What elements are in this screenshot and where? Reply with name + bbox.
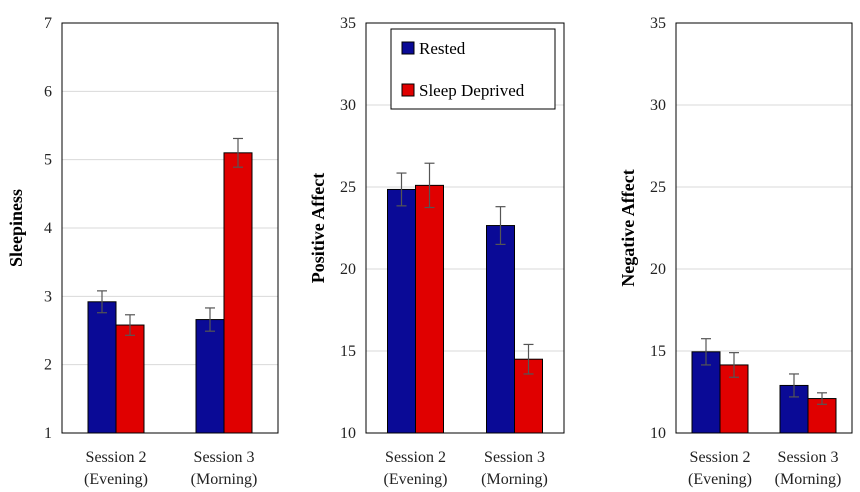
y-tick-label: 5 — [44, 152, 52, 169]
legend-box — [390, 28, 556, 110]
x-category-sublabel: (Evening) — [84, 471, 148, 488]
bar-rested-1 — [387, 188, 416, 434]
y-tick-label: 20 — [650, 261, 666, 278]
error-bar — [424, 162, 435, 209]
x-category-label: Session 2 — [690, 449, 751, 466]
y-tick-label: 30 — [340, 97, 356, 114]
legend-swatch-rested — [401, 41, 415, 55]
y-tick-label: 30 — [650, 97, 666, 114]
x-category-sublabel: (Evening) — [384, 471, 448, 488]
y-tick-label: 25 — [650, 179, 666, 196]
error-bar — [729, 352, 739, 378]
y-tick-label: 2 — [44, 357, 52, 374]
plot-frame — [675, 22, 853, 434]
error-bar — [523, 343, 534, 375]
y-tick-label: 15 — [340, 343, 356, 360]
plot-frame — [61, 22, 279, 434]
error-bar — [205, 307, 215, 332]
y-axis-label: Negative Affect — [618, 169, 638, 286]
x-category-sublabel: (Evening) — [688, 471, 752, 488]
bar-sleep-deprived-2 — [223, 152, 253, 434]
error-bar — [125, 314, 135, 336]
y-tick-label: 3 — [44, 288, 52, 305]
error-bar — [233, 137, 243, 168]
x-category-label: Session 2 — [86, 449, 147, 466]
y-tick-label: 15 — [650, 343, 666, 360]
legend-label-rested: Rested — [419, 39, 466, 58]
error-bar — [789, 373, 799, 398]
bar-rested-2 — [195, 319, 225, 434]
legend-swatch-sleep-deprived — [401, 83, 415, 97]
y-tick-label: 4 — [44, 220, 52, 237]
legend-label-sleep-deprived: Sleep Deprived — [419, 81, 525, 100]
bar-rested-1 — [87, 301, 117, 434]
chart-panel-1: 1 2 3 4 5 6 7 Sleepiness Session 2 (Evening) Sessi… — [6, 15, 279, 488]
error-bar — [701, 338, 711, 366]
x-category-label: Session 3 — [778, 449, 839, 466]
x-category-sublabel: (Morning) — [775, 471, 842, 488]
x-category-label: Session 3 — [194, 449, 255, 466]
error-bar — [817, 392, 827, 405]
y-axis-label: Positive Affect — [308, 173, 328, 283]
y-tick-label: 6 — [44, 83, 52, 100]
error-bar — [495, 206, 506, 245]
chart-panel-3: 10 15 20 25 30 35 Negative Affect Session 2 (Eve… — [618, 15, 853, 488]
chart-panel-2: 10 15 20 25 30 35 Positive Affect Session 2 (Eve… — [308, 15, 565, 488]
bar-sleep-deprived-2 — [807, 398, 837, 434]
bar-sleep-deprived-2 — [514, 358, 543, 434]
y-tick-label: 7 — [44, 15, 52, 32]
error-bar — [396, 172, 407, 207]
y-tick-label: 10 — [340, 425, 356, 442]
y-tick-label: 20 — [340, 261, 356, 278]
y-tick-label: 1 — [44, 425, 52, 442]
x-category-sublabel: (Morning) — [481, 471, 548, 488]
y-tick-label: 35 — [340, 15, 356, 32]
bar-sleep-deprived-1 — [115, 324, 145, 434]
x-category-label: Session 3 — [484, 449, 545, 466]
y-tick-label: 25 — [340, 179, 356, 196]
error-bar — [97, 290, 107, 314]
bar-sleep-deprived-1 — [415, 184, 444, 434]
y-tick-label: 10 — [650, 425, 666, 442]
y-axis-label: Sleepiness — [6, 189, 26, 267]
x-category-sublabel: (Morning) — [191, 471, 258, 488]
x-category-label: Session 2 — [385, 449, 446, 466]
legend: Rested Sleep Deprived — [390, 28, 556, 110]
y-tick-label: 35 — [650, 15, 666, 32]
bar-rested-2 — [486, 225, 515, 434]
plot-frame — [365, 22, 565, 434]
